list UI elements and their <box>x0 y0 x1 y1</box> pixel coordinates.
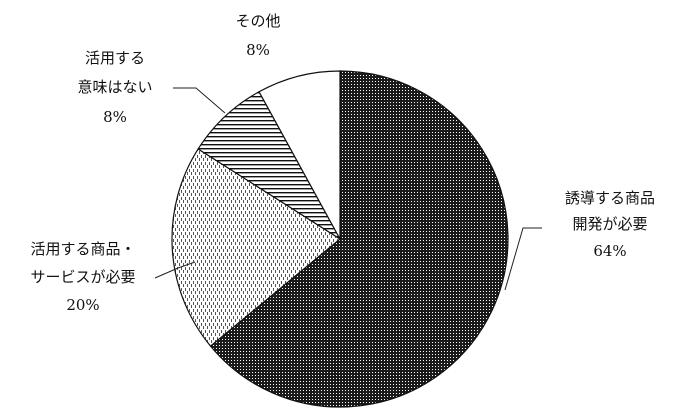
slice-percent-label: 20% <box>66 296 99 314</box>
slice-label-line-1: その他 <box>235 12 280 30</box>
leader-line-slice-3 <box>173 87 226 114</box>
pie-slice-1 <box>209 70 509 408</box>
pie-slice-2 <box>171 148 342 347</box>
slice-percent-label: 8% <box>103 108 127 126</box>
pie-slices <box>171 70 509 408</box>
leader-line-slice-1 <box>504 227 542 291</box>
slice-percent-label: 8% <box>246 41 270 59</box>
slice-percent-label: 64% <box>593 242 626 260</box>
pie-slice-4 <box>258 70 341 240</box>
slice-label-line-2: 意味はない <box>77 78 152 96</box>
slice-label-line-1: 誘導する商品 <box>565 189 655 207</box>
slice-label-line-2: サービスが必要 <box>30 268 135 286</box>
leader-line-slice-2 <box>154 261 196 279</box>
slice-label-line-1: 活用する <box>85 49 145 67</box>
slice-label-line-1: 活用する商品・ <box>30 240 135 258</box>
slice-label-line-2: 開発が必要 <box>572 215 647 233</box>
